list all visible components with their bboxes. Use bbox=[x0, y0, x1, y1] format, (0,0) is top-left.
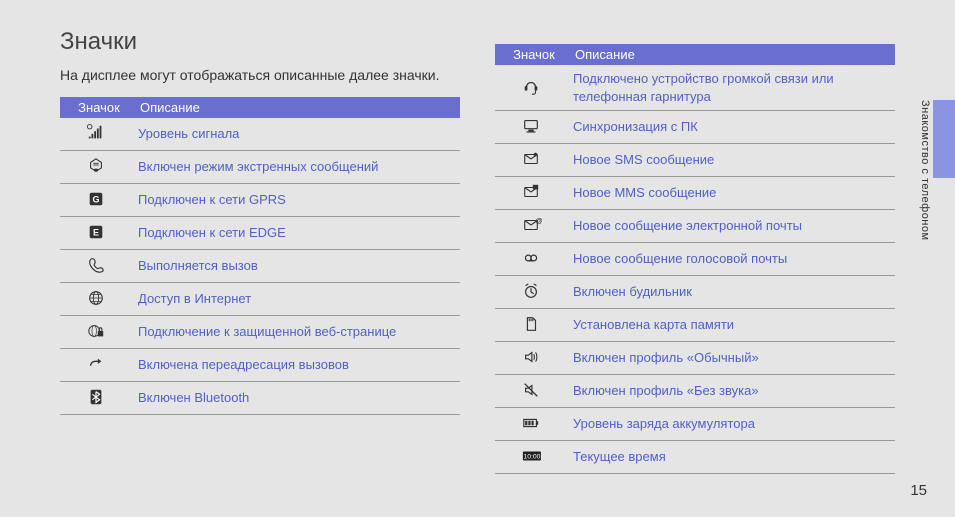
clock-icon bbox=[495, 441, 567, 474]
icon-description: Доступ в Интернет bbox=[132, 282, 460, 315]
table-row: Новое MMS сообщение bbox=[495, 177, 895, 210]
headset-icon bbox=[495, 65, 567, 111]
icon-description: Новое сообщение голосовой почты bbox=[567, 243, 895, 276]
pc-icon bbox=[495, 111, 567, 144]
globe-icon bbox=[60, 282, 132, 315]
icons-table-right: Значок Описание Подключено устройство гр… bbox=[495, 44, 895, 474]
secure-icon bbox=[60, 315, 132, 348]
icon-description: Подключен к сети GPRS bbox=[132, 183, 460, 216]
table-row: Включен профиль «Без звука» bbox=[495, 375, 895, 408]
forward-icon bbox=[60, 348, 132, 381]
table-row: Текущее время bbox=[495, 441, 895, 474]
icon-description: Новое MMS сообщение bbox=[567, 177, 895, 210]
table-row: Выполняется вызов bbox=[60, 249, 460, 282]
table-header: Значок Описание bbox=[495, 44, 895, 65]
icon-description: Включена переадресация вызовов bbox=[132, 348, 460, 381]
table-row: Уровень сигнала bbox=[60, 118, 460, 151]
page-number: 15 bbox=[910, 482, 927, 499]
mms-icon bbox=[495, 177, 567, 210]
table-row: Доступ в Интернет bbox=[60, 282, 460, 315]
edge-icon bbox=[60, 216, 132, 249]
signal-icon bbox=[60, 118, 132, 151]
intro-text: На дисплее могут отображаться описанные … bbox=[60, 66, 440, 85]
table-row: Включен режим экстренных сообщений bbox=[60, 150, 460, 183]
alarm-icon bbox=[495, 276, 567, 309]
sound-icon bbox=[495, 342, 567, 375]
header-icon: Значок bbox=[60, 97, 132, 118]
mute-icon bbox=[495, 375, 567, 408]
icon-description: Включен профиль «Обычный» bbox=[567, 342, 895, 375]
icon-description: Установлена карта памяти bbox=[567, 309, 895, 342]
icon-description: Синхронизация с ПК bbox=[567, 111, 895, 144]
icon-description: Уровень сигнала bbox=[132, 118, 460, 151]
table-row: Подключение к защищенной веб-странице bbox=[60, 315, 460, 348]
icon-description: Подключен к сети EDGE bbox=[132, 216, 460, 249]
table-row: Включен будильник bbox=[495, 276, 895, 309]
table-row: Подключен к сети EDGE bbox=[60, 216, 460, 249]
icon-description: Подключено устройство громкой связи или … bbox=[567, 65, 895, 111]
voicemail-icon bbox=[495, 243, 567, 276]
sd-icon bbox=[495, 309, 567, 342]
sms-icon bbox=[495, 144, 567, 177]
table-row: Новое SMS сообщение bbox=[495, 144, 895, 177]
bt-icon bbox=[60, 381, 132, 414]
header-icon: Значок bbox=[495, 44, 567, 65]
sos-icon bbox=[60, 150, 132, 183]
table-header: Значок Описание bbox=[60, 97, 460, 118]
header-desc: Описание bbox=[567, 44, 895, 65]
table-row: Новое сообщение голосовой почты bbox=[495, 243, 895, 276]
icon-description: Выполняется вызов bbox=[132, 249, 460, 282]
icon-description: Включен профиль «Без звука» bbox=[567, 375, 895, 408]
table-row: Подключено устройство громкой связи или … bbox=[495, 65, 895, 111]
table-row: Включен Bluetooth bbox=[60, 381, 460, 414]
left-column: Значок Описание Уровень сигналаВключен р… bbox=[60, 97, 460, 415]
icon-description: Текущее время bbox=[567, 441, 895, 474]
email-icon bbox=[495, 210, 567, 243]
icons-table-left: Значок Описание Уровень сигналаВключен р… bbox=[60, 97, 460, 415]
table-row: Уровень заряда аккумулятора bbox=[495, 408, 895, 441]
table-row: Подключен к сети GPRS bbox=[60, 183, 460, 216]
icon-description: Подключение к защищенной веб-странице bbox=[132, 315, 460, 348]
gprs-icon bbox=[60, 183, 132, 216]
section-label: Знакомство с телефоном bbox=[919, 100, 931, 241]
icon-description: Новое сообщение электронной почты bbox=[567, 210, 895, 243]
icon-description: Включен Bluetooth bbox=[132, 381, 460, 414]
call-icon bbox=[60, 249, 132, 282]
icon-description: Включен режим экстренных сообщений bbox=[132, 150, 460, 183]
header-desc: Описание bbox=[132, 97, 460, 118]
right-column: Значок Описание Подключено устройство гр… bbox=[495, 44, 895, 474]
icon-description: Новое SMS сообщение bbox=[567, 144, 895, 177]
icon-description: Включен будильник bbox=[567, 276, 895, 309]
table-row: Включен профиль «Обычный» bbox=[495, 342, 895, 375]
icon-description: Уровень заряда аккумулятора bbox=[567, 408, 895, 441]
table-row: Включена переадресация вызовов bbox=[60, 348, 460, 381]
table-row: Установлена карта памяти bbox=[495, 309, 895, 342]
battery-icon bbox=[495, 408, 567, 441]
side-tab bbox=[933, 100, 955, 178]
table-row: Новое сообщение электронной почты bbox=[495, 210, 895, 243]
table-row: Синхронизация с ПК bbox=[495, 111, 895, 144]
